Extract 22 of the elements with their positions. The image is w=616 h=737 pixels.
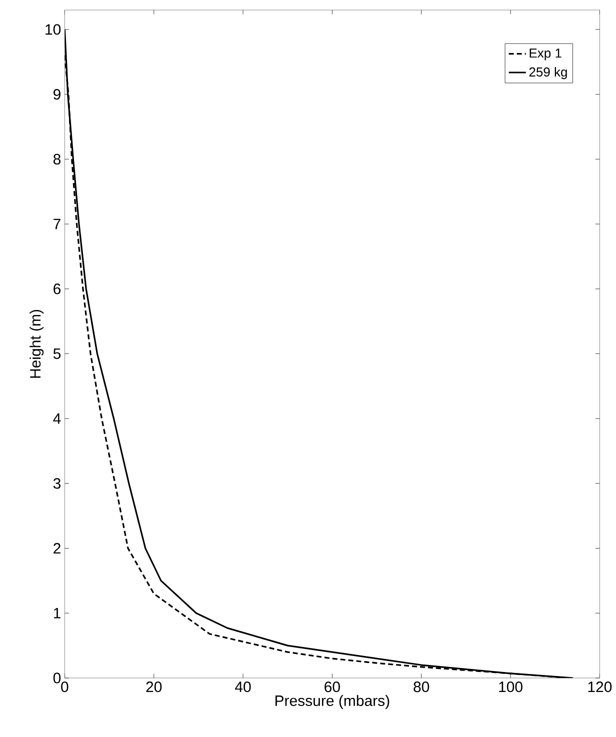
y-tick-label: 10: [46, 24, 61, 35]
y-tick-label: 2: [54, 543, 61, 554]
x-tick-label: 120: [588, 682, 612, 692]
y-tick-label: 6: [54, 284, 61, 294]
y-tick-label: 1: [54, 608, 61, 618]
x-tick-label: 40: [235, 682, 252, 692]
x-tick-label: 60: [324, 682, 340, 692]
legend-label: 259 kg: [530, 67, 568, 80]
y-tick-label: 9: [54, 89, 61, 100]
y-tick-label: 3: [54, 478, 61, 489]
y-tick-label: 0: [54, 672, 61, 684]
x-axis-title: Pressure (mbars): [276, 695, 390, 709]
y-tick-label: 5: [54, 348, 61, 359]
y-tick-label: 7: [54, 218, 61, 230]
y-tick-label: 4: [53, 413, 61, 424]
x-tick-label: 80: [414, 682, 430, 692]
legend-label: Exp 1: [530, 48, 562, 60]
x-tick-label: 20: [146, 682, 162, 692]
x-tick-label: 100: [499, 682, 523, 692]
y-tick-label: 8: [54, 154, 61, 164]
x-tick-label: 0: [61, 682, 69, 692]
y-axis-title: Height (m): [30, 310, 44, 378]
